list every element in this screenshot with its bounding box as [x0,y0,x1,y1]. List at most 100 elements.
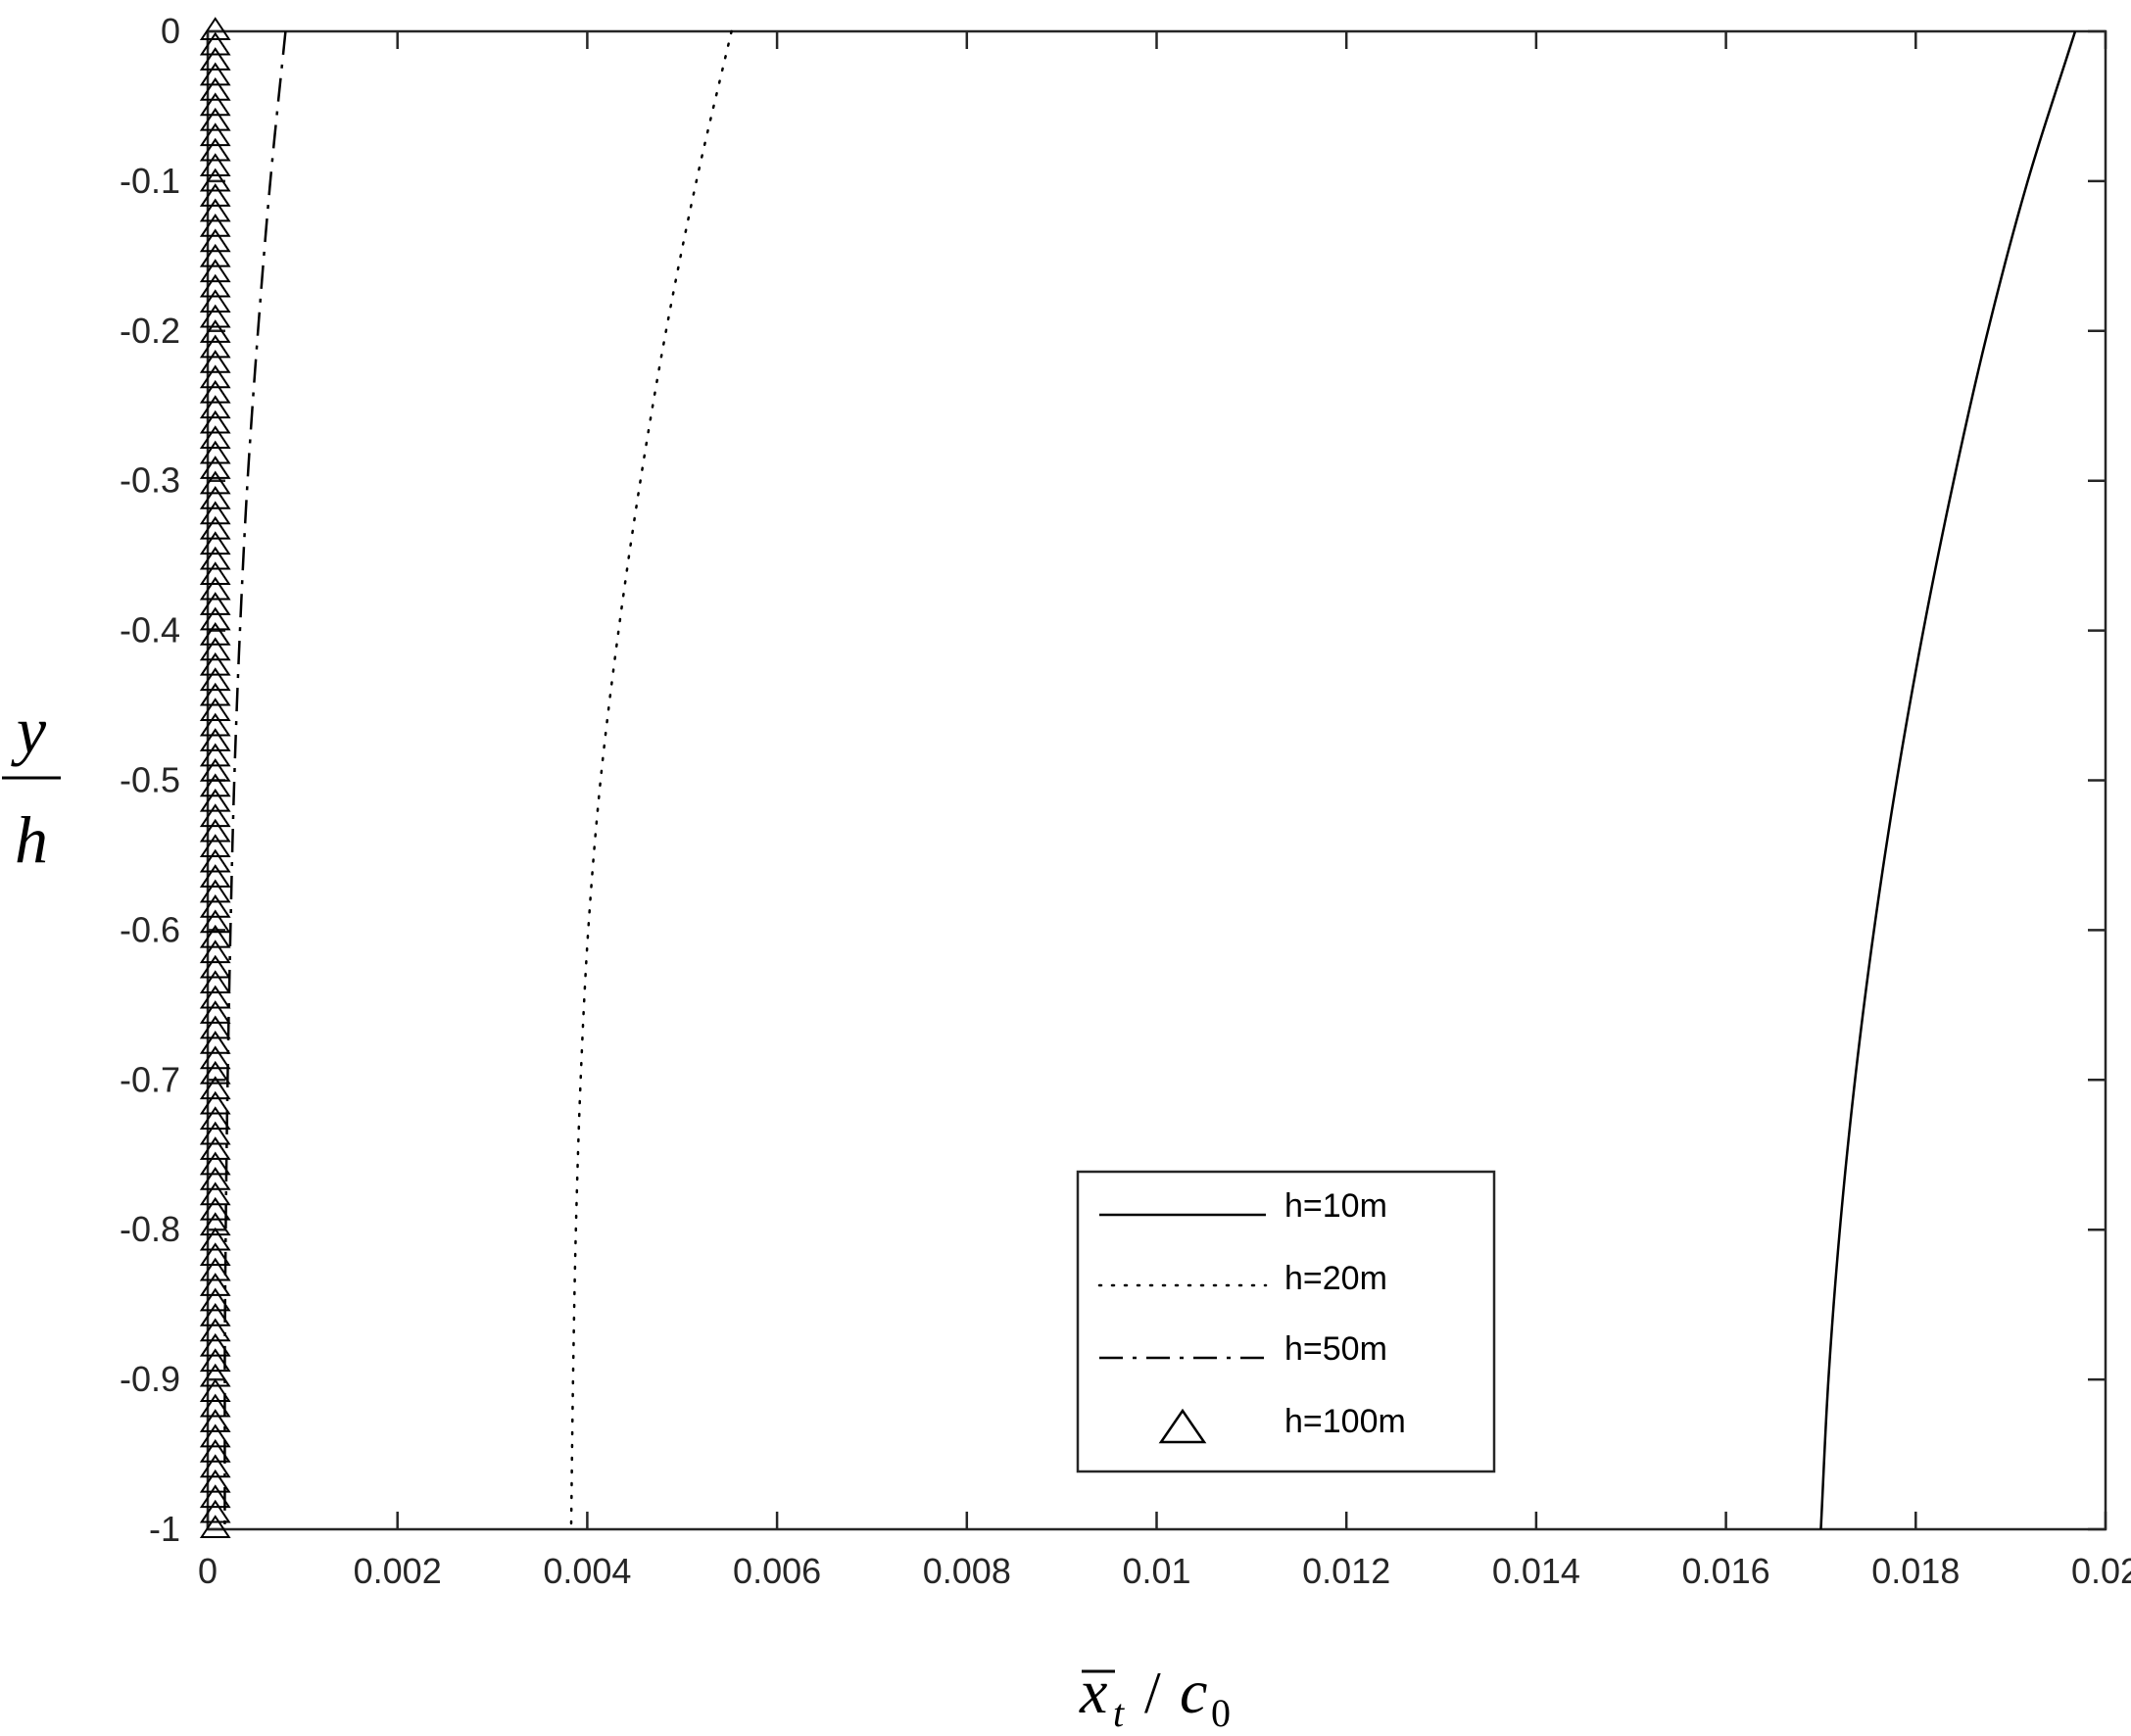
legend-label-1: h=10m [1284,1187,1387,1225]
y-axis-label: y h [2,693,61,877]
triangle-marker [199,698,231,721]
legend-label-3: h=50m [1284,1330,1387,1368]
triangle-marker [199,1302,231,1326]
triangle-marker [199,273,231,298]
triangle-marker [199,546,231,570]
triangle-marker [199,1076,231,1100]
triangle-marker [199,168,231,192]
triangle-marker [199,334,231,359]
triangle-marker [199,107,231,131]
triangle-marker [199,1121,231,1145]
y-tick-label: -0.8 [120,1209,180,1249]
triangle-marker [199,561,231,585]
triangle-marker [199,803,231,828]
x-tick-label: 0.006 [733,1551,821,1591]
triangle-marker [199,47,231,71]
triangle-marker [199,1212,231,1236]
triangle-marker [199,440,231,464]
triangle-marker [199,62,231,86]
axis-ticks: 0 0.002 0.004 0.006 0.008 0.01 0.012 0.014 0.016… [120,11,2131,1591]
x-tick-label: 0.016 [1682,1551,1770,1591]
triangle-marker [199,259,231,283]
triangle-marker [199,1393,231,1418]
triangle-marker [199,425,231,449]
triangle-marker [199,470,231,495]
y-tick-label: 0 [161,11,180,51]
x-tick-label: 0.01 [1122,1551,1190,1591]
triangle-marker [199,349,231,373]
legend-entry-1: h=10m [1099,1187,1387,1225]
triangle-marker [199,834,231,857]
triangle-marker [199,122,231,147]
triangle-marker [199,1318,231,1342]
triangle-marker [199,198,231,222]
triangle-marker [199,515,231,540]
triangle-marker [199,1090,231,1115]
x-axis-label-subscript: t [1113,1691,1125,1735]
triangle-marker [199,289,231,313]
triangle-marker [199,1454,231,1478]
triangle-marker [199,893,231,918]
triangle-marker [199,1287,231,1312]
legend-swatch-triangle-marker [1158,1408,1207,1444]
y-tick-label: -0.9 [120,1359,180,1399]
y-tick-label: -0.2 [120,311,180,351]
y-tick-label: -0.1 [120,161,180,201]
triangle-marker [199,667,231,692]
triangle-marker [199,501,231,525]
triangle-marker [199,1499,231,1523]
legend-entry-2: h=20m [1097,1260,1387,1297]
triangle-marker [199,592,231,615]
triangle-marker [199,379,231,404]
x-tick-label: 0.004 [543,1551,631,1591]
triangle-marker [199,576,231,601]
x-axis-label-denom-symbol: c [1180,1657,1207,1726]
y-axis-label-numerator: y [11,693,47,767]
triangle-marker [199,743,231,767]
triangle-marker [199,1045,231,1070]
x-axis-label: x t / c 0 [1079,1657,1231,1735]
x-axis-label-symbol: x [1079,1657,1107,1726]
triangle-marker [199,773,231,797]
triangle-marker [199,1515,231,1538]
y-tick-label: -1 [149,1509,180,1549]
triangle-marker [199,848,231,873]
triangle-marker [199,879,231,903]
triangle-marker [199,682,231,706]
legend-label-4: h=100m [1284,1403,1406,1440]
triangle-marker [199,1196,231,1221]
triangle-marker [199,651,231,676]
y-tick-label: -0.3 [120,460,180,501]
y-tick-label: -0.7 [120,1059,180,1099]
legend-box [1076,1170,1496,1473]
series-layer [199,17,2077,1538]
triangle-marker [199,909,231,934]
triangle-marker [199,1409,231,1432]
triangle-marker [199,637,231,661]
triangle-marker [199,985,231,1009]
triangle-marker [199,1015,231,1039]
triangle-marker [199,788,231,812]
triangle-marker [199,1242,231,1266]
series-line-2 [569,29,733,1531]
legend-entry-4: h=100m [1158,1403,1406,1444]
series-line-1 [1819,30,2077,1530]
triangle-marker [199,954,231,979]
triangle-marker [199,864,231,888]
triangle-marker [199,712,231,737]
triangle-marker [199,410,231,434]
triangle-marker [199,76,231,101]
triangle-marker [199,456,231,479]
x-tick-label: 0.002 [354,1551,442,1591]
legend-entry-3: h=50m [1099,1330,1387,1368]
triangle-marker [199,1166,231,1190]
triangle-marker [199,1257,231,1281]
triangle-marker [199,137,231,162]
triangle-marker [199,818,231,843]
triangle-marker [199,1151,231,1176]
triangle-marker [199,1348,231,1373]
triangle-marker [199,243,231,267]
triangle-marker [199,1363,231,1387]
triangle-marker [199,940,231,964]
